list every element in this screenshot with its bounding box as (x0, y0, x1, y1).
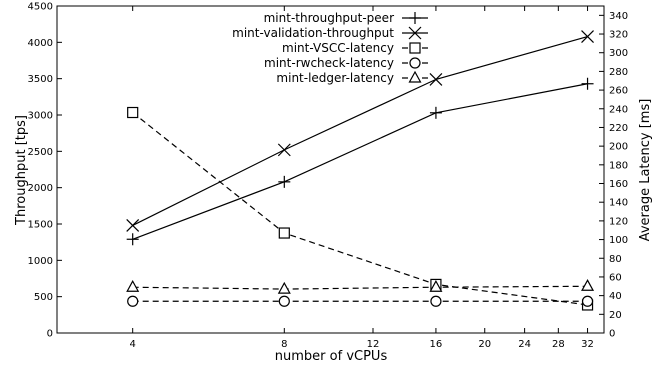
y2-tick-label: 220 (609, 123, 628, 134)
plot-area (56, 5, 605, 334)
data-point-mint-rwcheck-latency (278, 295, 290, 307)
series-markers (126, 30, 595, 311)
y2-tick-label: 280 (609, 67, 628, 78)
data-point-mint-validation-throughput (277, 143, 291, 157)
data-point-mint-rwcheck-latency (430, 295, 442, 307)
y2-axis-label: Average Latency [ms] (638, 99, 653, 242)
y2-tick-label: 120 (609, 216, 628, 227)
data-point-mint-throughput-peer (581, 77, 594, 90)
x-axis-ticks: 4 8 12 16 20 24 28 32 (130, 6, 594, 350)
y-tick-label: 4000 (28, 38, 53, 49)
y-tick-label: 1500 (28, 220, 53, 231)
legend-label: mint-rwcheck-latency (264, 56, 394, 70)
data-point-mint-VSCC-latency (127, 106, 139, 119)
data-point-mint-ledger-latency (581, 279, 595, 291)
legend-marker (409, 42, 421, 54)
x-tick-label: 12 (367, 339, 380, 350)
series-line-mint-VSCC-latency (132, 112, 588, 306)
x-tick-label: 24 (518, 339, 531, 350)
data-point-mint-throughput-peer (126, 233, 139, 246)
x-tick-label: 28 (552, 339, 565, 350)
legend: mint-throughput-peermint-validation-thro… (232, 11, 428, 85)
left-axis-ticks: 0 500 1000 1500 2000 2500 3000 3500 4000 4500 (28, 2, 62, 340)
y2-tick-label: 240 (609, 104, 628, 115)
data-point-mint-ledger-latency (429, 279, 443, 292)
x-tick-label: 16 (430, 339, 443, 350)
y-tick-label: 0 (47, 329, 53, 340)
x-axis-label: number of vCPUs (275, 349, 388, 364)
y-tick-label: 500 (34, 292, 53, 303)
legend-label: mint-throughput-peer (264, 11, 394, 25)
y2-tick-label: 160 (609, 179, 628, 190)
x-tick-label: 20 (478, 339, 491, 350)
data-point-mint-rwcheck-latency (581, 295, 594, 307)
x-tick-label: 32 (581, 339, 594, 350)
data-point-mint-validation-throughput (581, 30, 594, 43)
series-lines (132, 35, 588, 306)
y-tick-label: 3000 (28, 111, 53, 122)
y2-tick-label: 140 (609, 198, 628, 209)
data-point-mint-throughput-peer (429, 106, 442, 119)
legend-label: mint-validation-throughput (232, 26, 394, 40)
legend-label: mint-VSCC-latency (282, 41, 394, 55)
y-tick-label: 1000 (28, 256, 53, 267)
series-line-mint-validation-throughput (132, 35, 588, 226)
y-tick-label: 3500 (28, 74, 53, 85)
series-line-mint-ledger-latency (132, 285, 588, 290)
data-point-mint-throughput-peer (278, 175, 291, 188)
legend-label: mint-ledger-latency (276, 71, 394, 85)
y2-tick-label: 340 (609, 11, 628, 22)
y-tick-label: 4500 (28, 2, 53, 13)
y2-tick-label: 60 (609, 272, 622, 283)
y-axis-label: Throughput [tps] (14, 115, 29, 226)
y2-tick-label: 300 (609, 48, 628, 59)
data-point-mint-rwcheck-latency (127, 295, 139, 307)
y2-tick-label: 260 (609, 86, 628, 97)
y2-tick-label: 80 (609, 254, 622, 265)
y2-tick-label: 40 (609, 291, 622, 302)
y2-tick-label: 180 (609, 160, 628, 171)
y2-tick-label: 320 (609, 30, 628, 41)
y2-tick-label: 0 (609, 329, 615, 340)
legend-marker (408, 26, 422, 40)
x-tick-label: 4 (130, 339, 136, 350)
right-axis-ticks: 0 20 40 60 80 100 120 140 160 180 200 220 240 260 280 3… (599, 11, 628, 340)
legend-marker (409, 12, 421, 24)
data-point-mint-ledger-latency (277, 281, 291, 294)
x-tick-label: 8 (281, 339, 287, 350)
y2-tick-label: 100 (609, 235, 628, 246)
y-tick-label: 2000 (28, 183, 53, 194)
y2-tick-label: 200 (609, 142, 628, 153)
y2-tick-label: 20 (609, 310, 622, 321)
series-line-mint-throughput-peer (132, 83, 588, 240)
data-point-mint-validation-throughput (429, 72, 443, 86)
legend-marker (408, 70, 422, 83)
data-point-mint-ledger-latency (126, 279, 140, 292)
data-point-mint-VSCC-latency (278, 227, 290, 239)
data-point-mint-validation-throughput (126, 219, 140, 232)
legend-marker (409, 57, 421, 69)
y-tick-label: 2500 (28, 147, 53, 158)
